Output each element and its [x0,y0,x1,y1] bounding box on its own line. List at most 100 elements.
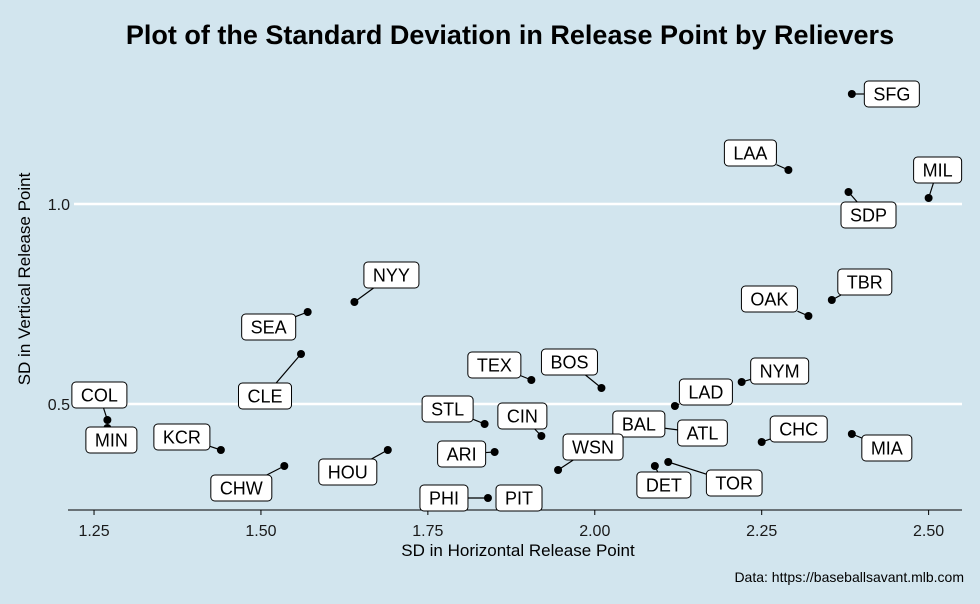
team-label-text: LAD [688,383,723,403]
data-point-ari [490,448,499,456]
team-label-text: HOU [328,463,368,483]
team-label-text: TEX [477,356,512,376]
label-leader-line [668,461,707,475]
x-tick-label: 1.25 [78,523,109,540]
team-label-hou: HOU [318,458,378,486]
team-label-text: BOS [550,353,588,373]
team-label-box [769,415,828,443]
data-point-tor [664,458,673,466]
team-label-tbr: TBR [837,268,893,296]
label-leader-line [275,353,302,384]
x-tick-label: 1.50 [245,523,276,540]
team-label-box [840,201,897,229]
data-point-mil [924,194,933,202]
team-label-cin: CIN [497,402,548,430]
team-label-tor: TOR [705,469,763,497]
y-tick-label: 0.5 [48,397,70,414]
team-label-min: MIN [85,426,138,454]
team-label-nym: NYM [750,357,810,385]
data-point-phi [483,494,492,502]
team-label-bal: BAL [612,410,666,438]
y-axis-label: SD in Vertical Release Point [15,172,34,385]
team-label-box [677,419,728,447]
team-label-text: ATL [687,424,719,444]
team-label-sfg: SFG [863,80,920,108]
team-label-text: CHC [779,420,818,440]
team-label-col: COL [71,381,128,409]
team-label-wsn: WSN [562,433,624,461]
team-label-tex: TEX [467,351,522,379]
team-label-chc: CHC [769,415,828,443]
team-label-box [861,434,913,462]
data-point-mia [847,430,856,438]
team-label-box [540,348,598,376]
data-point-sdp [844,188,853,196]
team-label-nyy: NYY [363,261,420,289]
team-label-text: ARI [447,445,477,465]
team-label-atl: ATL [677,419,728,447]
team-label-text: PHI [429,489,459,509]
team-label-kcr: KCR [153,423,211,451]
team-label-box [237,382,293,410]
team-label-box [636,471,692,499]
team-label-box [837,268,893,296]
data-point-laa [784,166,793,174]
team-label-box [750,357,810,385]
data-point-nyy [350,298,359,306]
team-label-text: WSN [572,438,614,458]
team-label-box [241,313,297,341]
team-label-box [210,474,273,502]
team-label-phi: PHI [419,484,469,512]
team-label-box [612,410,666,438]
team-label-text: BAL [622,415,656,435]
team-label-text: KCR [163,428,201,448]
team-label-box [723,139,777,167]
x-tick-label: 2.00 [579,523,610,540]
team-label-box [421,395,474,423]
data-point-chw [280,462,289,470]
data-point-det [650,462,659,470]
team-label-text: MIN [95,431,128,451]
data-point-lad [670,402,679,410]
team-label-stl: STL [421,395,474,423]
data-point-tex [527,376,536,384]
team-label-sdp: SDP [840,201,897,229]
x-tick-label: 2.25 [746,523,777,540]
team-label-text: NYM [760,362,800,382]
data-point-hou [383,446,392,454]
data-point-cin [537,432,546,440]
team-label-bos: BOS [540,348,598,376]
team-label-box [495,484,543,512]
x-axis-label: SD in Horizontal Release Point [401,541,635,560]
data-point-kcr [216,446,225,454]
chart-title: Plot of the Standard Deviation in Releas… [126,20,894,50]
team-label-cle: CLE [237,382,293,410]
team-label-text: COL [81,386,118,406]
team-label-box [363,261,420,289]
axis-layer: 0.5 1.0 1.25 1.50 1.75 2.00 2.25 2.50 [48,197,962,540]
team-label-box [318,458,378,486]
team-label-box [740,285,798,313]
team-label-text: STL [431,400,464,420]
team-label-box [705,469,763,497]
team-label-oak: OAK [740,285,798,313]
team-label-box [863,80,920,108]
data-point-sea [303,308,312,316]
team-label-sea: SEA [241,313,297,341]
team-label-lad: LAD [678,378,733,406]
data-point-col [103,416,112,424]
team-label-text: CIN [507,407,538,427]
team-label-box [153,423,211,451]
team-label-box [419,484,469,512]
data-point-cle [297,350,306,358]
chart-caption: Data: https://baseballsavant.mlb.com [734,569,964,585]
data-point-stl [480,420,489,428]
data-point-chc [757,438,766,446]
team-label-box [467,351,522,379]
team-label-box [913,156,963,184]
x-tick-label: 2.50 [913,523,944,540]
team-label-text: NYY [373,266,410,286]
team-label-text: PIT [505,489,533,509]
team-label-mil: MIL [913,156,963,184]
